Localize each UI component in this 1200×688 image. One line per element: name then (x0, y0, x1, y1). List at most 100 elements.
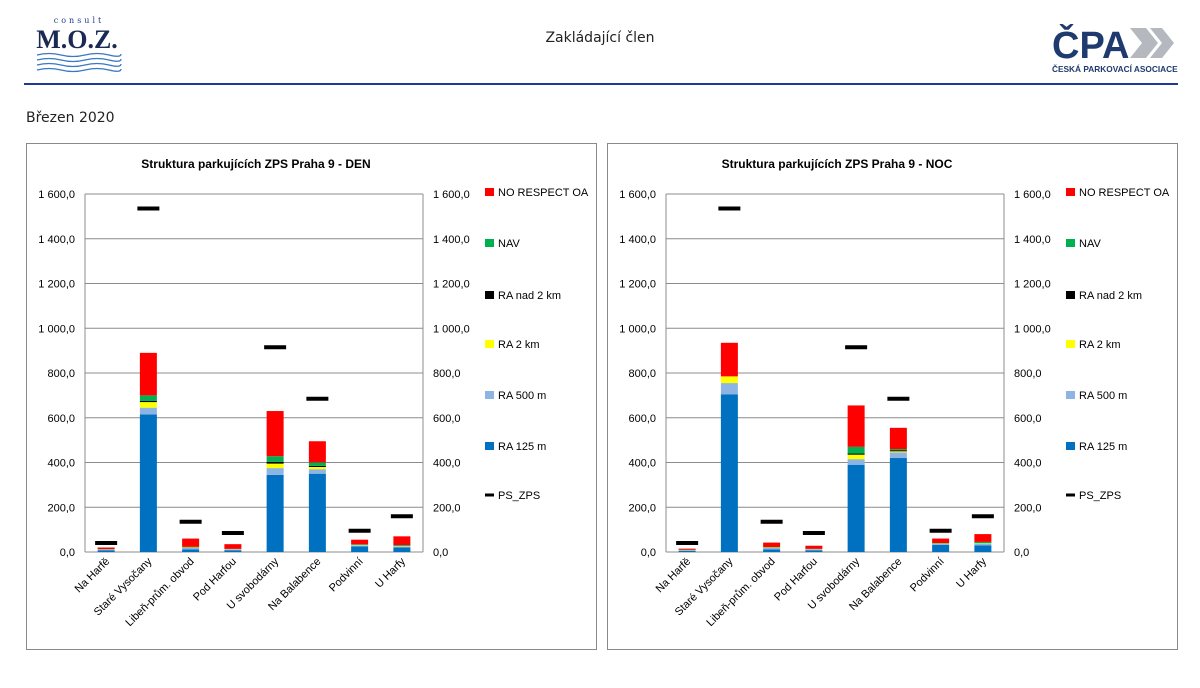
chart-noc-bar-ra-125-m (720, 394, 738, 552)
chart-noc-bar-nav (974, 541, 992, 544)
chart-den-legend-label: NO RESPECT OA (498, 187, 589, 199)
chart-den-ytick-label: 600,0 (47, 413, 75, 425)
chart-noc-ytick-label-right: 200,0 (1014, 502, 1042, 514)
chart-den-bar-ra-nad-2-km (308, 465, 326, 467)
chart-noc-bar-ra-500-m (763, 547, 781, 550)
chart-den-bar-ra-500-m (351, 545, 369, 547)
chart-noc-title: Struktura parkujících ZPS Praha 9 - NOC (722, 157, 953, 171)
chart-noc-legend-label: NO RESPECT OA (1079, 187, 1170, 199)
cpa-logo-arrows-icon (1130, 28, 1174, 58)
header-member-text: Zakládající člen (545, 30, 655, 46)
chart-noc-ytick-label: 600,0 (628, 413, 656, 425)
chart-den-bar-ra-nad-2-km (266, 461, 284, 464)
chart-den-ytick-label-right: 1 600,0 (433, 189, 470, 201)
chart-den-bar-ra-125-m (266, 474, 284, 552)
chart-den-bar-ra-500-m (393, 546, 411, 548)
chart-noc-ytick-label-right: 1 000,0 (1014, 323, 1051, 335)
chart-noc-ytick-label-right: 400,0 (1014, 458, 1042, 470)
chart-den-legend-label: RA nad 2 km (498, 290, 561, 302)
chart-den-bar-no-respect-oa (139, 352, 157, 396)
chart-noc-bar-ra-125-m (763, 549, 781, 552)
chart-den-ytick-label-right: 800,0 (433, 368, 461, 380)
chart-noc-ytick-label-right: 800,0 (1014, 368, 1042, 380)
chart-noc-ytick-label: 200,0 (628, 502, 656, 514)
chart-noc-ytick-label: 1 000,0 (619, 323, 656, 335)
chart-den-ytick-label: 0,0 (60, 547, 75, 559)
chart-den-bar-ra-500-m (308, 469, 326, 474)
chart-noc-bar-ra-2-km (720, 376, 738, 384)
chart-noc-ytick-label-right: 0,0 (1014, 547, 1029, 559)
chart-noc-bar-no-respect-oa (678, 548, 696, 550)
chart-noc-ytick-label: 1 400,0 (619, 234, 656, 246)
chart-den-ytick-label-right: 600,0 (433, 413, 461, 425)
chart-noc-legend-key-ra-125-m (1066, 442, 1075, 450)
chart-den-bar-ra-125-m (393, 547, 411, 552)
chart-den-bar-ra-500-m (224, 549, 242, 551)
chart-noc-bar-no-respect-oa (974, 534, 992, 542)
chart-den-ytick-label-right: 200,0 (433, 502, 461, 514)
chart-den-legend-label: PS_ZPS (498, 490, 540, 502)
chart-den-bar-no-respect-oa (308, 441, 326, 463)
chart-noc-bar-no-respect-oa (932, 538, 950, 544)
chart-den-category-label: Na Harfě (73, 556, 113, 596)
chart-noc-legend-key-ra-nad-2-km (1066, 291, 1075, 299)
chart-noc-legend-key-ra-2-km (1066, 340, 1075, 348)
chart-den-legend-label: RA 125 m (498, 441, 546, 453)
chart-den-legend-label: NAV (498, 238, 520, 250)
chart-noc-bar-no-respect-oa (889, 427, 907, 450)
chart-den-bar-ra-2-km (139, 402, 157, 408)
chart-noc: Struktura parkujících ZPS Praha 9 - NOC 0… (607, 143, 1178, 650)
chart-noc-category-label: U Harfy (954, 555, 989, 590)
chart-den-legend-label: RA 2 km (498, 339, 540, 351)
chart-den-ytick-label-right: 1 000,0 (433, 323, 470, 335)
moz-logo-main-text: M.O.Z. (36, 25, 118, 54)
chart-den-bar-ra-125-m (308, 473, 326, 552)
chart-den-bar-ra-nad-2-km (139, 400, 157, 403)
chart-noc-bar-ra-500-m (889, 452, 907, 459)
chart-den-bar-ra-500-m (182, 547, 200, 550)
chart-den-legend-label: RA 500 m (498, 390, 546, 402)
chart-den-bar-ra-125-m (182, 549, 200, 552)
chart-noc-ytick-label: 400,0 (628, 458, 656, 470)
chart-den-ytick-label-right: 1 200,0 (433, 279, 470, 291)
chart-den-bar-ra-125-m (139, 414, 157, 552)
chart-den-bar-ra-125-m (224, 550, 242, 552)
chart-den-bar-ra-500-m (97, 549, 115, 551)
chart-noc-bar-ra-500-m (932, 543, 950, 545)
chart-noc-ytick-label: 1 600,0 (619, 189, 656, 201)
chart-den-bar-ra-2-km (308, 466, 326, 470)
chart-den-title: Struktura parkujících ZPS Praha 9 - DEN (141, 157, 370, 171)
chart-noc-bar-no-respect-oa (805, 545, 823, 549)
chart-noc-legend-label: RA nad 2 km (1079, 290, 1142, 302)
chart-den-ytick-label: 1 600,0 (38, 189, 75, 201)
chart-noc-bar-no-respect-oa (720, 342, 738, 377)
chart-den-bar-ra-125-m (351, 546, 369, 552)
chart-den-legend-key-no-respect-oa (485, 188, 494, 196)
chart-den-ytick-label: 1 400,0 (38, 234, 75, 246)
chart-den-bar-no-respect-oa (393, 536, 411, 546)
chart-den-ytick-label-right: 1 400,0 (433, 234, 470, 246)
chart-den-bar-no-respect-oa (224, 544, 242, 549)
chart-den-ytick-label: 200,0 (47, 502, 75, 514)
chart-den-bar-ra-500-m (266, 468, 284, 475)
page-header: consult M.O.Z. Zakládající člen ČPA ČESK… (0, 0, 1200, 86)
chart-noc-bar-no-respect-oa (763, 542, 781, 548)
chart-noc-bar-ra-nad-2-km (889, 450, 907, 452)
chart-noc-bar-ra-125-m (847, 464, 865, 552)
chart-noc-ytick-label-right: 1 600,0 (1014, 189, 1051, 201)
chart-noc-ytick-label: 0,0 (641, 547, 656, 559)
chart-noc-bar-ra-125-m (805, 550, 823, 552)
chart-den-ytick-label-right: 400,0 (433, 458, 461, 470)
chart-noc-ytick-label: 1 200,0 (619, 279, 656, 291)
cpa-logo: ČPA ČESKÁ PARKOVACÍ ASOCIACE (1052, 22, 1178, 74)
moz-consult-logo: consult M.O.Z. (36, 16, 122, 73)
chart-den-ytick-label: 1 200,0 (38, 279, 75, 291)
chart-noc-bar-nav (889, 449, 907, 451)
chart-noc-legend-key-ra-500-m (1066, 391, 1075, 399)
chart-noc-bar-ra-125-m (932, 544, 950, 552)
chart-noc-bar-ra-2-km (847, 454, 865, 460)
chart-den-bar-nav (308, 462, 326, 466)
chart-noc-bar-ra-125-m (974, 545, 992, 552)
chart-noc-legend-label: NAV (1079, 238, 1101, 250)
chart-noc-ytick-label-right: 1 400,0 (1014, 234, 1051, 246)
